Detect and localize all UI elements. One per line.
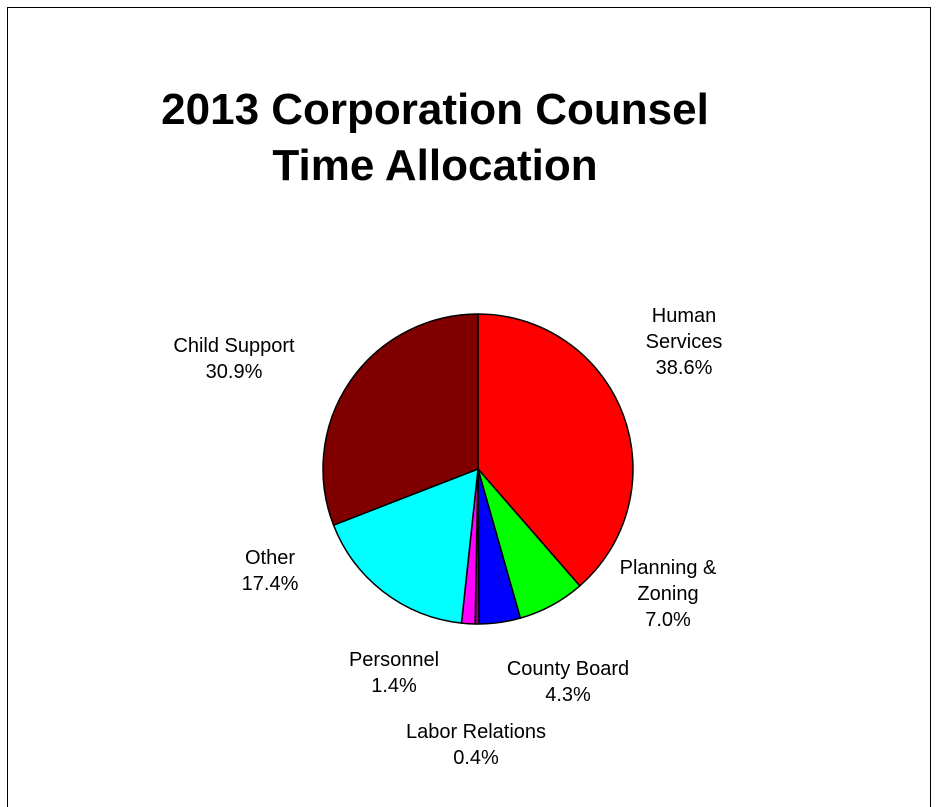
slice-name-label: Planning &	[620, 557, 717, 579]
slice-label-child-support: Child Support 30.9%	[173, 335, 295, 383]
chart-title-line-1: 2013 Corporation Counsel	[161, 85, 709, 134]
slice-name-label: Zoning	[637, 583, 698, 605]
slice-value-label: 38.6%	[656, 357, 713, 379]
slice-label-county-board: County Board 4.3%	[507, 658, 629, 706]
slice-value-label: 7.0%	[645, 609, 691, 631]
pie-slice-other	[332, 468, 479, 624]
slice-label-labor-relations: Labor Relations 0.4%	[406, 721, 546, 769]
slice-name-label: Services	[646, 331, 723, 353]
slice-name-label: Labor Relations	[406, 721, 546, 743]
slice-name-label: Personnel	[349, 649, 439, 671]
slice-name-label: Child Support	[173, 335, 295, 357]
chart-frame	[7, 7, 931, 807]
slice-value-label: 30.9%	[206, 361, 263, 383]
slice-label-human-services: Human Services 38.6%	[646, 305, 723, 379]
slice-name-label: County Board	[507, 658, 629, 680]
slice-name-label: Other	[245, 547, 295, 569]
slice-value-label: 17.4%	[242, 573, 299, 595]
slice-value-label: 4.3%	[545, 684, 591, 706]
chart-title-line-2: Time Allocation	[272, 141, 598, 190]
pie-slice-human-services	[477, 313, 634, 587]
slice-label-personnel: Personnel 1.4%	[349, 649, 439, 697]
slice-label-planning-zoning: Planning & Zoning 7.0%	[620, 557, 717, 631]
slice-name-label: Human	[652, 305, 716, 327]
chart-title: 2013 Corporation Counsel Time Allocation	[0, 82, 870, 194]
pie-slice-child-support	[322, 313, 479, 526]
slice-value-label: 1.4%	[371, 675, 417, 697]
slice-label-other: Other 17.4%	[242, 547, 299, 595]
slice-value-label: 0.4%	[453, 747, 499, 769]
